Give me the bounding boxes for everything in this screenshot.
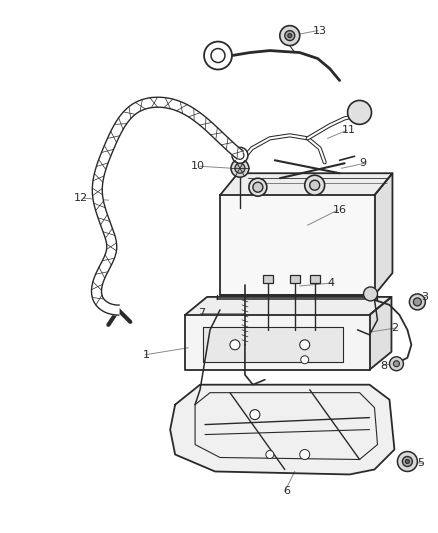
Circle shape	[288, 34, 292, 38]
Polygon shape	[185, 297, 392, 315]
Polygon shape	[370, 297, 392, 370]
Circle shape	[410, 294, 425, 310]
Text: 2: 2	[392, 323, 399, 333]
Text: 10: 10	[191, 161, 205, 171]
Circle shape	[348, 100, 371, 124]
Polygon shape	[92, 97, 243, 315]
Polygon shape	[170, 385, 395, 474]
Text: 4: 4	[328, 278, 335, 288]
Text: 9: 9	[360, 158, 367, 168]
Circle shape	[253, 182, 263, 192]
Circle shape	[403, 456, 413, 466]
Circle shape	[250, 410, 260, 419]
Circle shape	[235, 163, 245, 173]
Circle shape	[230, 340, 240, 350]
Circle shape	[406, 459, 410, 464]
Circle shape	[393, 361, 399, 367]
Circle shape	[249, 178, 267, 196]
Circle shape	[285, 30, 295, 41]
Text: 6: 6	[283, 487, 290, 496]
Circle shape	[232, 147, 248, 163]
Circle shape	[301, 356, 309, 364]
Circle shape	[211, 49, 225, 62]
Text: 3: 3	[421, 292, 428, 302]
Circle shape	[280, 26, 300, 46]
Circle shape	[300, 340, 310, 350]
Circle shape	[300, 449, 310, 459]
Polygon shape	[203, 327, 343, 362]
Bar	[263, 275, 273, 283]
Circle shape	[310, 180, 320, 190]
Text: 7: 7	[198, 308, 205, 318]
Text: 16: 16	[332, 205, 346, 215]
Circle shape	[236, 151, 244, 159]
Circle shape	[231, 159, 249, 177]
Circle shape	[364, 287, 378, 301]
Circle shape	[266, 450, 274, 458]
Bar	[310, 275, 320, 283]
Circle shape	[204, 42, 232, 69]
Circle shape	[389, 357, 403, 371]
Text: 13: 13	[313, 26, 327, 36]
Circle shape	[305, 175, 325, 195]
Text: 5: 5	[417, 458, 424, 469]
Polygon shape	[220, 173, 392, 195]
Polygon shape	[374, 173, 392, 295]
Polygon shape	[185, 315, 370, 370]
Text: 8: 8	[380, 361, 388, 371]
Circle shape	[413, 298, 421, 306]
Text: 11: 11	[342, 125, 356, 135]
Circle shape	[397, 451, 417, 472]
Text: 1: 1	[143, 350, 150, 360]
Bar	[290, 275, 300, 283]
Text: 12: 12	[74, 193, 88, 203]
Polygon shape	[220, 195, 374, 295]
Bar	[251, 183, 265, 191]
